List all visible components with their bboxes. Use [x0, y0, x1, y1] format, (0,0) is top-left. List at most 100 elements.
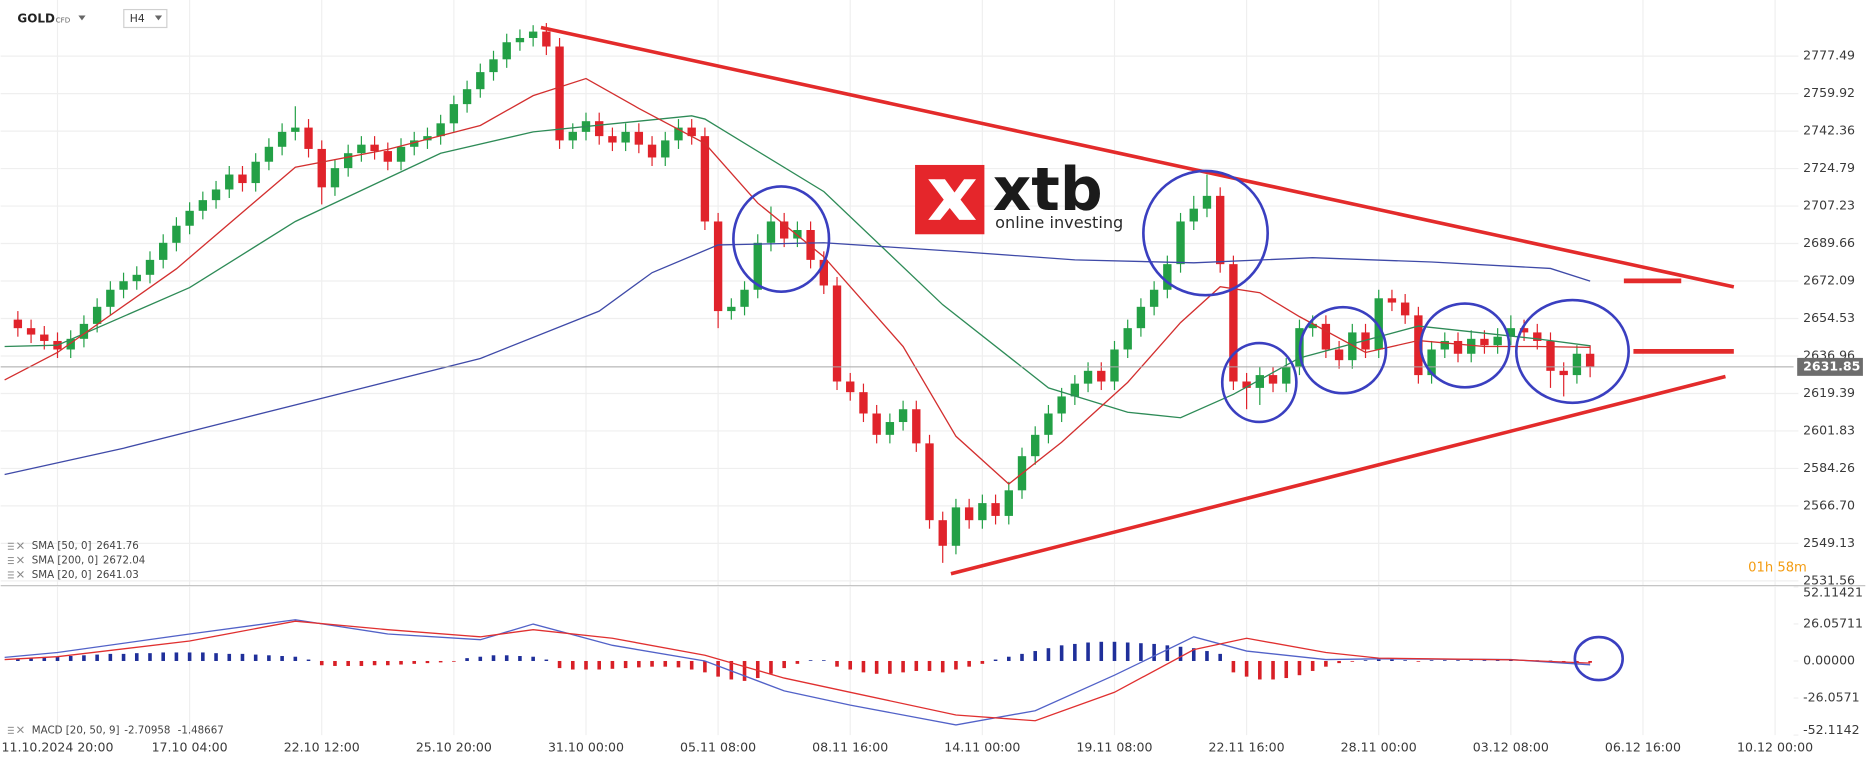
histogram-bar	[1324, 660, 1328, 667]
axis-layer: 2777.49 2759.92 2742.36 2724.79 2707.23 2689.…	[1, 48, 1863, 755]
histogram-bar	[1152, 643, 1156, 661]
legend-name: MACD [20, 50, 9]	[32, 724, 120, 736]
histogram-bar	[967, 660, 971, 667]
histogram-bar	[676, 660, 681, 668]
candle-body	[608, 136, 617, 143]
dropdown-arrow[interactable]	[154, 15, 163, 21]
candle-body	[396, 146, 406, 162]
candle-body	[991, 503, 1000, 516]
histogram-bar	[531, 656, 535, 661]
histogram-bar	[874, 660, 879, 674]
histogram-bar	[597, 660, 601, 670]
trendline	[950, 374, 1726, 576]
candle-body	[885, 422, 895, 435]
candle-body	[753, 242, 762, 290]
candle-body	[595, 121, 604, 137]
candle-body	[568, 131, 577, 141]
candle-body	[1083, 370, 1093, 384]
indicator-line	[4, 619, 1591, 726]
x-tick-label: 06.12 16:00	[1605, 740, 1681, 755]
histogram-bar	[148, 653, 152, 661]
candle-body	[1414, 315, 1423, 376]
x-tick-label: 10.12 00:00	[1737, 740, 1813, 755]
histogram-bar	[888, 660, 892, 674]
logo-brand: xtb	[993, 156, 1103, 225]
timeframe[interactable]: H4	[130, 12, 145, 25]
histogram-bar	[1416, 660, 1421, 662]
candle-body	[740, 289, 749, 307]
candle-body	[330, 168, 340, 188]
histogram-bar	[623, 660, 628, 669]
highlight-circle	[1514, 298, 1630, 405]
candle-body	[1268, 375, 1278, 384]
candle-body	[462, 89, 472, 105]
highlight-circle	[1298, 305, 1388, 395]
histogram-bar	[1588, 660, 1592, 663]
candle-body	[357, 144, 366, 154]
histogram-bar	[808, 660, 813, 661]
histogram-bar	[399, 660, 403, 665]
histogram-bar	[293, 656, 298, 661]
histogram-bar	[333, 660, 337, 666]
y-tick-label: 2531.56	[1803, 572, 1855, 587]
candle-body	[1136, 306, 1146, 329]
timeframe-box[interactable]	[123, 8, 168, 29]
candle-body	[819, 259, 828, 286]
x-tick-label: 28.11 00:00	[1341, 740, 1417, 755]
candle-body	[1057, 396, 1066, 414]
candle-body	[1189, 208, 1198, 222]
legend-close	[17, 556, 24, 564]
histogram-bar	[1429, 660, 1434, 661]
histogram-bar	[1363, 660, 1368, 661]
candle-body	[238, 174, 247, 184]
histogram-bar	[1403, 660, 1407, 661]
histogram-bar	[280, 656, 284, 661]
histogram-bar	[1337, 660, 1341, 664]
candle-body	[687, 127, 696, 137]
histogram-bar	[134, 653, 139, 661]
candle-body	[621, 131, 630, 143]
highlight-circle	[1419, 302, 1511, 389]
logo-tagline: online investing	[995, 213, 1123, 232]
bar-countdown: 01h 58m	[1748, 560, 1807, 575]
histogram-bar	[927, 660, 932, 671]
y-tick-label: 2619.39	[1803, 385, 1855, 400]
candle-body	[1215, 195, 1225, 265]
candle-body	[1321, 323, 1331, 350]
histogram-bar	[425, 660, 430, 664]
histogram-bar	[637, 660, 641, 668]
dropdown-arrow[interactable]	[78, 15, 86, 21]
candle-body	[489, 59, 498, 73]
last-price-label: 2631.85	[1803, 358, 1860, 373]
candle-body	[978, 503, 987, 521]
legend-value: -2.70958	[124, 724, 170, 736]
candle-body	[1427, 349, 1436, 376]
indicator-line	[4, 620, 1591, 722]
histogram-bar	[1178, 646, 1183, 661]
x-tick-label: 03.12 08:00	[1473, 740, 1549, 755]
histogram-bar	[504, 655, 509, 661]
histogram-bar	[1482, 660, 1487, 661]
candle-body	[410, 140, 419, 147]
x-tick-label: 05.11 08:00	[680, 740, 756, 755]
histogram-bar	[452, 660, 456, 662]
x-tick-label: 14.11 00:00	[944, 740, 1020, 755]
candle-body	[423, 136, 432, 141]
candle-body	[1308, 323, 1317, 329]
symbol[interactable]: GOLD	[17, 12, 55, 26]
candle-body	[1453, 340, 1463, 354]
candle-body	[1400, 302, 1410, 316]
candle-body	[1044, 413, 1053, 435]
trendline	[540, 25, 1735, 289]
histogram-bar	[1575, 660, 1579, 663]
candle-body	[211, 189, 221, 201]
highlight-circle	[732, 185, 831, 293]
candle-body	[1282, 366, 1291, 384]
indicator-line	[4, 77, 1591, 485]
candle-body	[1163, 264, 1172, 290]
histogram-bar	[848, 660, 853, 670]
histogram-bar	[570, 660, 575, 670]
x-tick-label: 25.10 20:00	[416, 740, 492, 755]
